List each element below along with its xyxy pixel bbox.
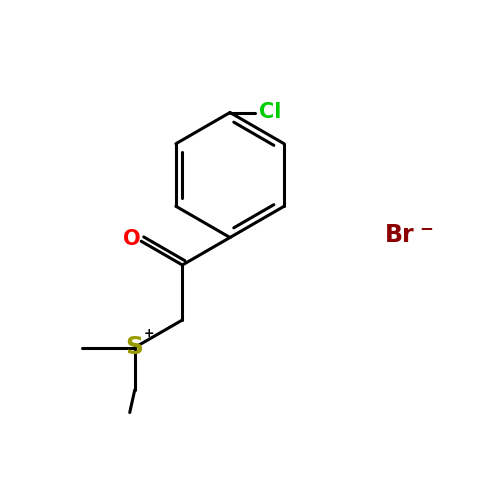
Text: O: O bbox=[124, 229, 141, 248]
Text: S: S bbox=[126, 336, 144, 359]
Text: Br: Br bbox=[385, 223, 414, 247]
Text: Cl: Cl bbox=[259, 102, 281, 122]
Text: −: − bbox=[419, 220, 433, 238]
Text: +: + bbox=[144, 327, 154, 340]
